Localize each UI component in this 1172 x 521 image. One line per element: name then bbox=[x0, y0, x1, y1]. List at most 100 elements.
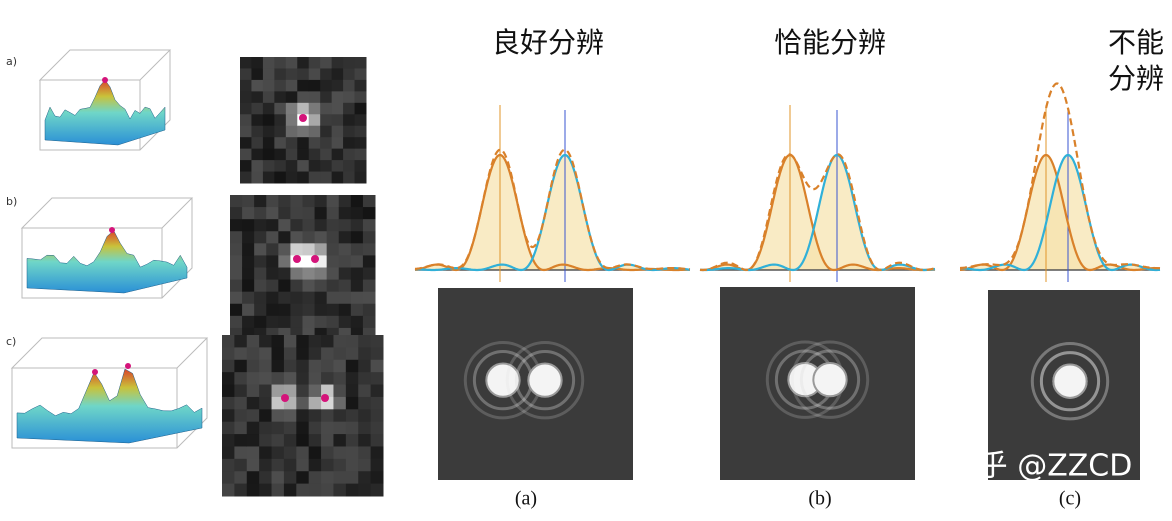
pixel bbox=[331, 160, 344, 173]
pixel bbox=[266, 267, 279, 281]
pixel bbox=[362, 303, 376, 317]
pixel bbox=[222, 421, 235, 435]
pixel bbox=[333, 396, 347, 410]
pixel bbox=[308, 114, 321, 127]
pixel bbox=[283, 372, 297, 386]
pixel bbox=[296, 347, 310, 361]
pixel bbox=[302, 315, 316, 329]
pixel bbox=[338, 303, 352, 317]
pixel bbox=[296, 359, 310, 373]
pixel bbox=[254, 195, 267, 208]
peak-dot bbox=[109, 227, 115, 233]
pixel bbox=[320, 171, 333, 184]
pixel bbox=[321, 446, 334, 460]
pixel bbox=[271, 409, 285, 423]
pixel bbox=[370, 471, 384, 485]
pixel bbox=[338, 279, 352, 293]
pixel bbox=[321, 483, 334, 497]
pixel bbox=[259, 434, 273, 447]
pixel bbox=[230, 315, 243, 329]
pixel bbox=[362, 243, 376, 256]
pixel bbox=[240, 57, 252, 69]
pixel bbox=[314, 231, 328, 244]
pixel bbox=[246, 335, 260, 348]
pixel bbox=[254, 243, 267, 256]
pixel bbox=[296, 372, 310, 386]
pixel bbox=[308, 372, 322, 386]
pixel bbox=[350, 255, 364, 268]
pixel bbox=[246, 359, 260, 373]
pixel bbox=[326, 219, 340, 232]
pixel bbox=[345, 396, 359, 410]
pixel bbox=[222, 347, 235, 361]
pixel bbox=[320, 79, 333, 92]
pixel bbox=[274, 114, 287, 127]
pixel bbox=[234, 471, 248, 485]
pixel bbox=[271, 335, 285, 348]
pixel bbox=[321, 359, 334, 373]
pixel bbox=[262, 68, 275, 81]
disk bbox=[1052, 363, 1088, 399]
pixel bbox=[259, 471, 273, 485]
pixel bbox=[296, 335, 310, 348]
pixel bbox=[242, 195, 255, 208]
pixel bbox=[222, 372, 235, 386]
pixel bbox=[370, 409, 384, 423]
pixel bbox=[254, 255, 267, 268]
pixel bbox=[234, 458, 248, 472]
pixel bbox=[234, 384, 248, 398]
pixel bbox=[285, 125, 298, 138]
pixel bbox=[350, 315, 364, 329]
pixel bbox=[271, 471, 285, 485]
pixel bbox=[370, 446, 384, 460]
pixel bbox=[333, 446, 347, 460]
pixel bbox=[251, 125, 264, 138]
pixel bbox=[290, 231, 303, 244]
pixel bbox=[266, 219, 279, 232]
pixel bbox=[230, 231, 243, 244]
panel-label: c) bbox=[6, 335, 16, 348]
pixel bbox=[266, 195, 279, 208]
pixel bbox=[331, 79, 344, 92]
surface bbox=[16, 368, 203, 444]
pixel bbox=[266, 255, 279, 268]
pixel bbox=[242, 231, 255, 244]
surface bbox=[44, 79, 166, 146]
box bbox=[10, 337, 209, 449]
pixel bbox=[297, 160, 310, 173]
pixel bbox=[271, 384, 285, 398]
pixel bbox=[302, 291, 316, 305]
pixel bbox=[343, 148, 356, 161]
pixel bbox=[278, 255, 291, 268]
peak-dot bbox=[321, 394, 329, 402]
pixel bbox=[271, 372, 285, 386]
pixel bbox=[242, 243, 255, 256]
pixel bbox=[296, 384, 310, 398]
pixel bbox=[278, 267, 291, 281]
pixel bbox=[362, 255, 376, 268]
pixel bbox=[326, 231, 340, 244]
pixel bbox=[246, 372, 260, 386]
pixel bbox=[234, 396, 248, 410]
pixel bbox=[251, 137, 264, 150]
pixel bbox=[343, 125, 356, 138]
pixel bbox=[354, 102, 367, 115]
ring bbox=[1030, 342, 1110, 421]
pixel bbox=[308, 347, 322, 361]
pixel bbox=[240, 91, 252, 104]
pixel bbox=[283, 483, 297, 497]
pixel bbox=[230, 255, 243, 268]
pixel bbox=[285, 148, 298, 161]
pixel bbox=[326, 279, 340, 293]
fill-area bbox=[415, 155, 690, 270]
pixel bbox=[296, 421, 310, 435]
pixel bbox=[259, 384, 273, 398]
pixel bbox=[240, 114, 252, 127]
pixel bbox=[362, 195, 376, 208]
pixel bbox=[358, 458, 372, 472]
pixel bbox=[338, 255, 352, 268]
pixel bbox=[354, 114, 367, 127]
pixel bbox=[222, 335, 235, 348]
pixel bbox=[222, 396, 235, 410]
pixel bbox=[358, 347, 372, 361]
